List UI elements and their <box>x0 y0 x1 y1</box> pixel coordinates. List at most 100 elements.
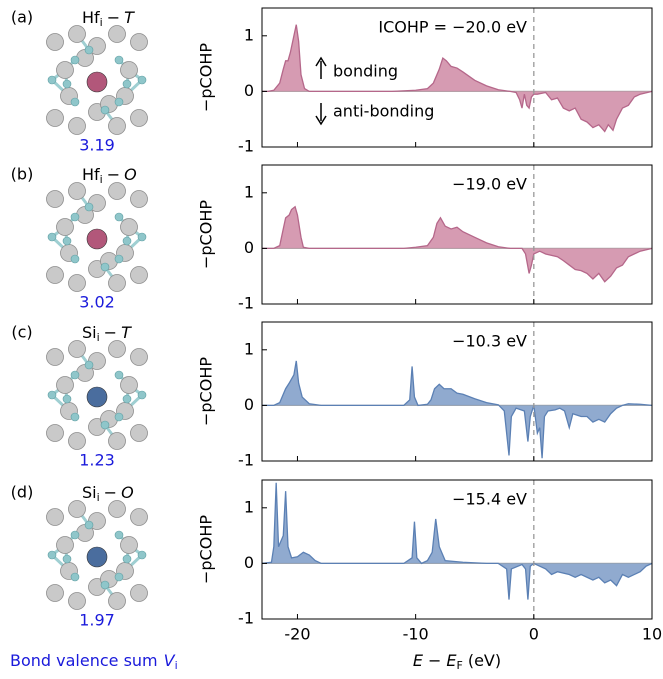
small-atom <box>85 203 93 211</box>
host-atom <box>69 275 86 292</box>
structure-image <box>47 341 148 450</box>
x-axis-label: E−EF(eV) <box>413 651 501 673</box>
annotation: −10.3 eV <box>452 332 527 351</box>
y-tick-label: 1 <box>244 182 254 201</box>
annotation: ICOHP = −20.0 eV <box>378 18 527 37</box>
y-tick-label: 0 <box>244 238 254 257</box>
element: Si <box>82 483 97 502</box>
small-atom <box>138 391 146 399</box>
site: T <box>124 8 135 27</box>
host-atom <box>69 183 86 200</box>
host-atom <box>131 585 148 602</box>
y-axis-label: −pCOHP <box>197 200 216 269</box>
host-atom <box>109 183 126 200</box>
bonding-label: bonding <box>333 62 398 81</box>
annotation: −15.4 eV <box>452 490 527 509</box>
y-tick-label: -1 <box>238 451 254 470</box>
small-atom <box>115 371 123 379</box>
panel-label: (b) <box>11 165 34 184</box>
host-atom <box>131 191 148 208</box>
host-atom <box>47 267 64 284</box>
host-atom <box>109 275 126 292</box>
y-axis-label: −pCOHP <box>197 43 216 112</box>
host-atom <box>131 349 148 366</box>
host-atom <box>69 433 86 450</box>
structure-image <box>47 26 148 135</box>
bvs-value: 3.19 <box>79 136 115 155</box>
y-tick-label: 0 <box>244 81 254 100</box>
small-atom <box>71 98 79 106</box>
host-atom <box>131 425 148 442</box>
host-atom <box>57 537 74 554</box>
bvs-value: 3.02 <box>79 293 115 312</box>
host-atom <box>47 585 64 602</box>
small-atom <box>115 413 123 421</box>
element: Si <box>82 323 97 342</box>
host-atom <box>57 377 74 394</box>
antibonding-label: anti-bonding <box>333 102 434 121</box>
structure-image <box>47 501 148 610</box>
host-atom <box>131 110 148 127</box>
small-atom <box>123 80 131 88</box>
panel-label: (d) <box>11 483 34 502</box>
dash: − <box>104 323 117 342</box>
small-atom <box>101 106 109 114</box>
panel-label: (c) <box>11 323 32 342</box>
host-atom <box>109 118 126 135</box>
bvs-value: 1.23 <box>79 451 115 470</box>
small-atom <box>71 213 79 221</box>
host-atom <box>47 425 64 442</box>
small-atom <box>85 46 93 54</box>
site: T <box>121 323 132 342</box>
structure-label: Hfi−O <box>82 165 137 187</box>
structure-label: Sii−T <box>82 323 132 345</box>
y-tick-label: 1 <box>244 25 254 44</box>
x-tick-label: -20 <box>284 625 310 644</box>
small-atom <box>101 581 109 589</box>
small-atom <box>115 573 123 581</box>
small-atom <box>48 233 56 241</box>
element: Hf <box>82 8 100 27</box>
small-atom <box>63 237 71 245</box>
small-atom <box>85 361 93 369</box>
host-atom <box>121 377 138 394</box>
host-atom <box>47 110 64 127</box>
dash: − <box>104 483 117 502</box>
host-atom <box>109 26 126 43</box>
host-atom <box>131 34 148 51</box>
host-atom <box>109 501 126 518</box>
structure-image <box>47 183 148 292</box>
small-atom <box>138 551 146 559</box>
small-atom <box>115 255 123 263</box>
structure-label: Hfi−T <box>82 8 135 30</box>
small-atom <box>71 573 79 581</box>
area-fill <box>262 207 652 282</box>
small-atom <box>123 237 131 245</box>
site: O <box>121 483 134 502</box>
host-atom <box>47 509 64 526</box>
host-atom <box>109 433 126 450</box>
host-atom <box>131 509 148 526</box>
y-tick-label: -1 <box>238 137 254 156</box>
dash: − <box>107 8 120 27</box>
host-atom <box>109 593 126 610</box>
small-atom <box>63 80 71 88</box>
small-atom <box>71 56 79 64</box>
x-label-part: E <box>413 651 424 670</box>
x-tick-label: 10 <box>642 625 662 644</box>
y-tick-label: 1 <box>244 497 254 516</box>
y-axis-label: −pCOHP <box>197 515 216 584</box>
annotation: −19.0 eV <box>452 175 527 194</box>
bvs-value: 1.97 <box>79 611 115 630</box>
small-atom <box>71 371 79 379</box>
small-atom <box>71 255 79 263</box>
small-atom <box>63 395 71 403</box>
area-fill <box>262 361 652 458</box>
host-atom <box>121 537 138 554</box>
y-tick-label: -1 <box>238 294 254 313</box>
small-atom <box>115 531 123 539</box>
host-atom <box>121 62 138 79</box>
host-atom <box>57 219 74 236</box>
x-tick-label: 0 <box>529 625 539 644</box>
